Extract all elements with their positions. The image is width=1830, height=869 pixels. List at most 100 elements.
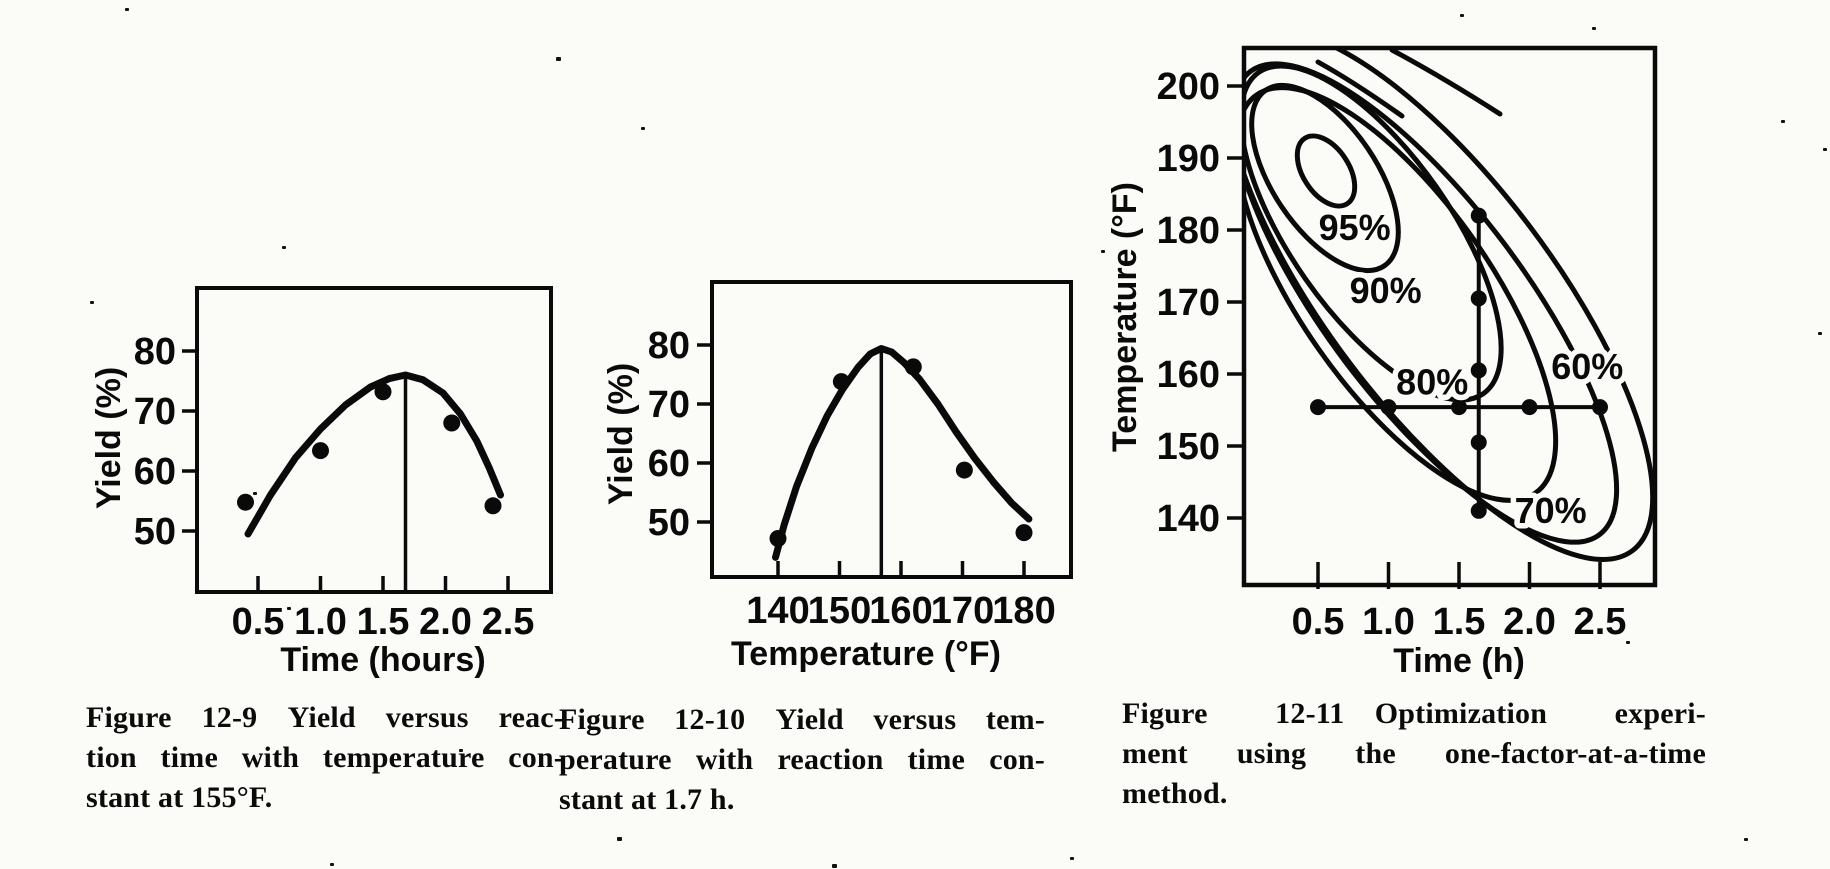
x-tick-label: 1.0 (1362, 601, 1415, 643)
scan-speck (282, 246, 286, 249)
scan-speck (125, 8, 129, 11)
scan-speck (1823, 148, 1827, 151)
y-tick-label: 70 (648, 384, 690, 426)
x-tick-label: 0.5 (232, 601, 285, 643)
caption-line: ment using the one-factor-at-a-time (1122, 737, 1706, 770)
scan-speck (1070, 857, 1074, 860)
data-point (904, 358, 922, 376)
x-tick-label: 180 (992, 590, 1055, 632)
caption-line: Figure 12-10 Yield versus tem- (559, 703, 1045, 736)
y-tick-label: 170 (1157, 282, 1220, 324)
x-tick-label: 2.5 (1574, 601, 1627, 643)
experiment-point (1592, 399, 1608, 416)
experiment-point (1470, 362, 1487, 379)
experiment-point (1521, 399, 1538, 416)
y-tick-label: 160 (1157, 354, 1220, 396)
scan-speck (253, 492, 257, 495)
caption-line: perature with reaction time con- (559, 743, 1045, 776)
experiment-point (1470, 207, 1487, 224)
y-tick-label: 200 (1157, 66, 1220, 108)
contour-ellipse (1244, 63, 1504, 403)
contour-ellipse (1244, 61, 1620, 545)
experiment-point (1380, 399, 1397, 416)
contour-ellipse (1244, 48, 1655, 562)
x-tick-label: 1.0 (294, 601, 347, 643)
caption-line: stant at 1.7 h. (559, 783, 735, 816)
y-axis-title: Temperature (°F) (1106, 182, 1144, 452)
scan-speck (832, 864, 837, 868)
scan-speck (1592, 27, 1596, 30)
x-tick-label: 140 (746, 590, 809, 632)
scan-speck (556, 57, 561, 61)
fitted-curve (772, 345, 1033, 561)
caption-line: Figure 12-11 Optimization experi- (1122, 697, 1706, 730)
y-tick-label: 140 (1157, 498, 1220, 540)
scan-speck (617, 837, 622, 841)
x-tick-label: 1.5 (357, 601, 410, 643)
x-tick-label: 2.0 (419, 601, 472, 643)
experiment-point (1470, 434, 1487, 451)
experiment-point (1451, 399, 1467, 416)
y-tick-label: 60 (648, 443, 690, 485)
scan-speck (330, 863, 334, 866)
caption-line: method. (1122, 777, 1228, 810)
scan-speck (1460, 14, 1464, 17)
contour-label: 80% (1396, 362, 1468, 403)
fig11-caption: Figure 12-11 Optimization experi- ment u… (1122, 694, 1706, 814)
scan-speck (1818, 332, 1822, 335)
scan-speck (641, 127, 645, 130)
fig9-yield-vs-time-chart: 0.5 1.0 1.5 2.0 2.5 80 70 60 50 Time (hours) Yield… (90, 286, 553, 679)
caption-line: stant at 155°F. (86, 781, 273, 814)
y-axis-title: Yield (%) (602, 363, 640, 505)
x-tick-label: 2.5 (482, 601, 535, 643)
experiment-point (1310, 399, 1326, 416)
y-tick-label: 50 (134, 511, 176, 553)
y-axis-title: Yield (%) (90, 367, 128, 509)
scan-speck (1626, 641, 1630, 644)
x-tick-label: 1.5 (1433, 601, 1486, 643)
caption-line: tion time with temperature con- (86, 741, 564, 774)
plot-frame (710, 280, 1073, 579)
x-tick-label: 160 (869, 590, 932, 632)
scan-speck (287, 607, 291, 610)
experiment-point (1470, 290, 1487, 307)
y-tick-label: 190 (1157, 138, 1220, 180)
y-tick-label: 50 (648, 502, 690, 544)
data-point (484, 497, 502, 515)
scan-speck (1101, 250, 1105, 253)
contour-group (1244, 48, 1655, 562)
data-point (832, 373, 850, 391)
contour-arc (1315, 59, 1405, 119)
contour-label: 70% (1515, 490, 1587, 531)
data-point (1015, 524, 1033, 542)
fitted-curve (244, 371, 504, 538)
contour-label: 60% (1551, 346, 1623, 387)
fig9-caption: Figure 12-9 Yield versus reac- tion time… (86, 698, 564, 818)
x-axis-title: Time (hours) (280, 641, 485, 679)
scan-speck (90, 301, 94, 304)
contour-ellipse (1244, 85, 1559, 503)
data-point (443, 414, 461, 432)
plot-frame (1241, 45, 1658, 588)
experiment-point (1470, 502, 1487, 519)
contour-ellipse (1294, 133, 1358, 209)
data-point (312, 442, 329, 460)
y-tick-label: 180 (1157, 210, 1220, 252)
data-point (374, 383, 392, 401)
contour-label: 95% (1319, 207, 1391, 248)
x-tick-label: 0.5 (1292, 601, 1345, 643)
contour-arc (1389, 48, 1503, 117)
scan-speck (1781, 120, 1785, 123)
plot-frame (195, 286, 553, 594)
y-tick-label: 60 (134, 451, 176, 493)
y-tick-label: 150 (1157, 426, 1220, 468)
data-point (769, 530, 787, 548)
x-tick-label: 150 (808, 590, 871, 632)
data-point (237, 493, 254, 511)
y-tick-label: 80 (134, 331, 176, 373)
scan-speck (459, 749, 463, 752)
scan-speck (1744, 838, 1748, 841)
caption-line: Figure 12-9 Yield versus reac- (86, 701, 564, 734)
